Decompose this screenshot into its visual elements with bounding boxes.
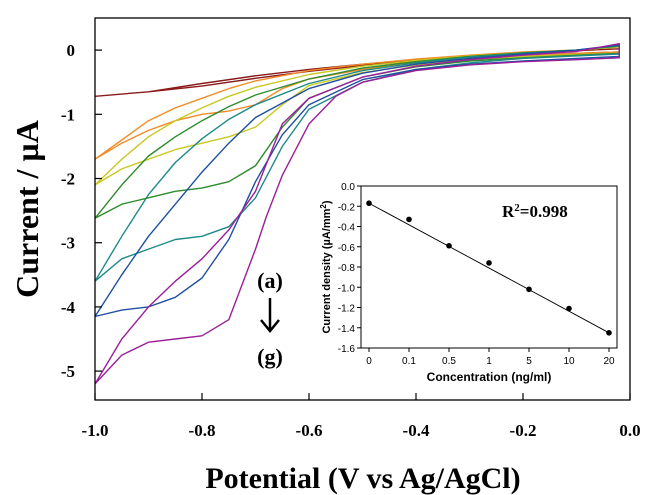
annotation-g: (g)	[257, 344, 283, 369]
inset-y-label-main: Current density (µA/mm	[321, 208, 333, 333]
inset-y-label-sup: 2	[319, 204, 328, 209]
down-arrow-icon	[260, 298, 280, 333]
main-cv-plot: -1.0 -0.8 -0.6 -0.4 -0.2 0.0 0 -1 -2 -3 -4 -5 Pote…	[9, 17, 641, 495]
main-y-tick-label: -2	[61, 170, 75, 189]
main-y-tick-label: -5	[61, 362, 75, 381]
inset-data-points	[366, 200, 612, 336]
main-x-axis: -1.0 -0.8 -0.6 -0.4 -0.2 0.0	[82, 393, 641, 440]
inset-y-tick-label: -1.4	[338, 324, 356, 335]
main-y-tick-label: -3	[61, 234, 75, 253]
main-x-axis-label: Potential (V vs Ag/AgCl)	[205, 462, 520, 495]
main-x-tick-label: -0.6	[296, 421, 323, 440]
inset-data-point	[446, 242, 452, 249]
main-y-axis-label: Current / µA	[9, 120, 45, 298]
cv-curve-b	[94, 46, 620, 160]
main-y-tick-label: -4	[61, 298, 76, 317]
main-x-tick-label: -0.2	[510, 421, 537, 440]
cv-curves	[94, 43, 620, 385]
main-x-tick-label: -0.8	[189, 421, 216, 440]
r-squared-label: R2=0.998	[502, 202, 568, 221]
inset-data-point	[526, 286, 532, 293]
inset-y-axis-label: Current density (µA/mm2)	[319, 200, 334, 333]
main-y-tick-label: 0	[67, 41, 76, 60]
inset-data-point	[486, 260, 492, 266]
inset-y-tick-label: -0.2	[338, 202, 356, 213]
inset-x-tick-label: 20	[603, 356, 615, 367]
inset-background	[323, 174, 623, 380]
inset-data-point	[366, 200, 372, 207]
main-x-tick-label: 0.0	[619, 421, 640, 440]
inset-y-label-close: )	[321, 200, 333, 204]
inset-y-tick-label: -1.2	[338, 304, 356, 315]
inset-x-axis-label: Concentration (ng/ml)	[427, 370, 552, 384]
inset-y-tick-label: -1.0	[338, 283, 356, 294]
inset-y-tick-label: -0.4	[338, 223, 356, 234]
inset-y-axis: 0.0 -0.2 -0.4 -0.6 -0.8 -1.0 -1.2 -1.4 -1.6	[338, 182, 361, 355]
main-plot-frame	[94, 17, 631, 401]
r-label-r: R	[502, 202, 515, 221]
inset-calibration-plot: 0 0.1 0.5 1 5 10 20 0.0 -0.2 -0.4 -0.6 -0.8 -1.0 -1.…	[319, 174, 623, 384]
inset-data-point	[566, 305, 572, 312]
annotation-a: (a)	[257, 268, 283, 293]
inset-x-tick-label: 0.5	[442, 356, 456, 367]
inset-y-tick-label: 0.0	[341, 182, 355, 193]
inset-x-tick-label: 5	[526, 356, 532, 367]
r-label-sup: 2	[514, 202, 520, 214]
inset-y-tick-label: -0.6	[338, 243, 356, 254]
inset-x-axis: 0 0.1 0.5 1 5 10 20	[366, 348, 615, 367]
inset-y-tick-label: -1.6	[338, 344, 356, 355]
inset-x-tick-label: 0.1	[402, 356, 416, 367]
inset-x-tick-label: 0	[366, 356, 372, 367]
inset-data-point	[606, 330, 612, 336]
inset-y-tick-label: -0.8	[338, 263, 356, 274]
cv-curve-g	[94, 43, 620, 385]
main-x-tick-label: -1.0	[82, 421, 109, 440]
inset-x-tick-label: 10	[563, 356, 575, 367]
main-x-tick-label: -0.4	[403, 421, 430, 440]
r-label-value: =0.998	[520, 202, 568, 221]
inset-x-tick-label: 1	[486, 356, 492, 367]
inset-data-point	[406, 216, 412, 223]
main-y-axis: 0 -1 -2 -3 -4 -5	[61, 41, 102, 381]
main-y-tick-label: -1	[61, 105, 75, 124]
